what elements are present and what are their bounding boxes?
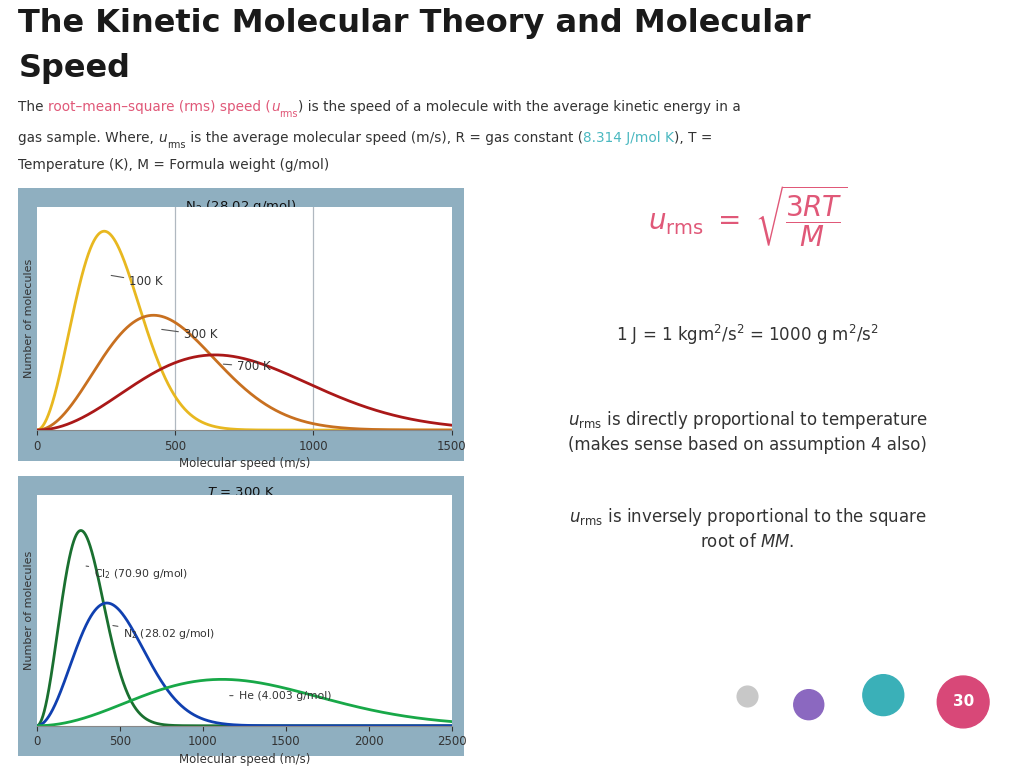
Text: Temperature (K), M = Formula weight (g/mol): Temperature (K), M = Formula weight (g/m… xyxy=(18,158,330,172)
Text: u: u xyxy=(271,100,280,114)
Text: $u_\mathrm{rms}\ =\ \sqrt{\dfrac{3RT}{M}}$: $u_\mathrm{rms}\ =\ \sqrt{\dfrac{3RT}{M}… xyxy=(648,184,847,250)
Text: u: u xyxy=(159,131,167,144)
Text: ) is the speed of a molecule with the average kinetic energy in a: ) is the speed of a molecule with the av… xyxy=(298,100,740,114)
Text: Cl$_2$ (70.90 g/mol): Cl$_2$ (70.90 g/mol) xyxy=(86,566,188,581)
Text: 1 J = 1 kgm$^2$/s$^2$ = 1000 g m$^2$/s$^2$: 1 J = 1 kgm$^2$/s$^2$ = 1000 g m$^2$/s$^… xyxy=(616,323,879,346)
Text: is the average molecular speed (m/s), R = gas constant (: is the average molecular speed (m/s), R … xyxy=(185,131,583,144)
X-axis label: Molecular speed (m/s): Molecular speed (m/s) xyxy=(178,457,310,470)
Ellipse shape xyxy=(863,675,904,716)
Text: rms: rms xyxy=(167,140,185,150)
Ellipse shape xyxy=(737,686,758,707)
Text: 8.314 J/mol K: 8.314 J/mol K xyxy=(583,131,674,144)
Y-axis label: Number of molecules: Number of molecules xyxy=(25,259,34,379)
Text: The Kinetic Molecular Theory and Molecular: The Kinetic Molecular Theory and Molecul… xyxy=(18,8,811,38)
Text: 30: 30 xyxy=(952,694,974,710)
Text: 700 K: 700 K xyxy=(223,360,270,373)
Text: $u_\mathrm{rms}$ is directly proportional to temperature
(makes sense based on a: $u_\mathrm{rms}$ is directly proportiona… xyxy=(567,409,928,454)
Text: N$_2$ (28.02 g/mol): N$_2$ (28.02 g/mol) xyxy=(113,626,215,641)
Text: 300 K: 300 K xyxy=(162,328,217,341)
Text: The: The xyxy=(18,100,48,114)
Text: N$_2$ (28.02 g/mol): N$_2$ (28.02 g/mol) xyxy=(185,197,297,215)
Text: root–mean–square (rms) speed (: root–mean–square (rms) speed ( xyxy=(48,100,271,114)
Text: Speed: Speed xyxy=(18,53,130,84)
Text: $T$ = 300 K: $T$ = 300 K xyxy=(207,486,275,499)
Text: gas sample. Where,: gas sample. Where, xyxy=(18,131,159,144)
Text: rms: rms xyxy=(280,109,298,119)
Text: ), T =: ), T = xyxy=(674,131,712,144)
Ellipse shape xyxy=(794,690,823,720)
Y-axis label: Number of molecules: Number of molecules xyxy=(25,551,34,670)
Text: $u_\mathrm{rms}$ is inversely proportional to the square
root of $MM$.: $u_\mathrm{rms}$ is inversely proportion… xyxy=(568,505,927,551)
Text: 100 K: 100 K xyxy=(112,275,163,288)
Text: He (4.003 g/mol): He (4.003 g/mol) xyxy=(229,691,331,701)
X-axis label: Molecular speed (m/s): Molecular speed (m/s) xyxy=(178,753,310,766)
Ellipse shape xyxy=(937,676,989,728)
